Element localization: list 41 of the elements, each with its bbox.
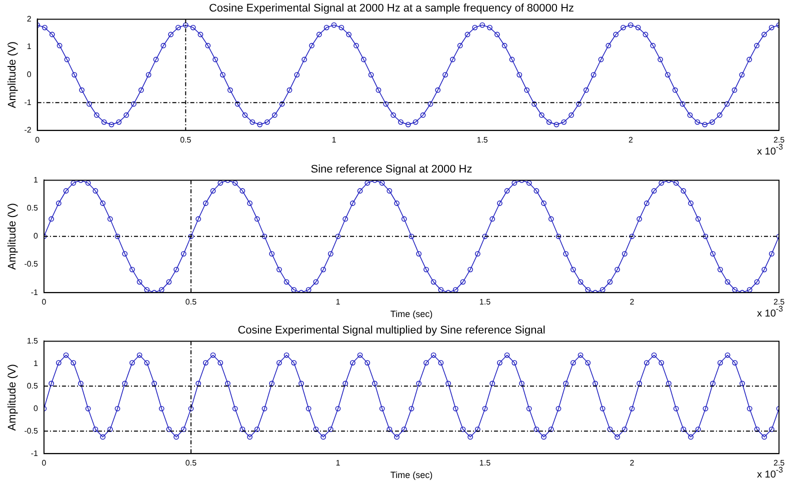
x-tick-label: 2.5 xyxy=(773,135,786,144)
x-tick-label: 1.5 xyxy=(476,135,488,144)
y-tick-label: 1 xyxy=(34,175,39,184)
y-tick-label: 0 xyxy=(34,232,39,241)
y-tick-label: 2 xyxy=(26,14,32,24)
y-tick-label: -0.5 xyxy=(24,260,39,269)
y-tick-label: -0.5 xyxy=(24,426,39,436)
x-tick-label: 0.5 xyxy=(180,135,192,144)
y-axis-title: Amplitude (V) xyxy=(6,203,19,270)
chart-title: Cosine Experimental Signal at 2000 Hz at a sample frequency of 80000 Hz xyxy=(208,2,574,15)
x-tick-label: 1.5 xyxy=(479,298,492,307)
x-axis-title: Time (sec) xyxy=(390,470,433,480)
x-tick-label: 2 xyxy=(630,298,635,307)
x-tick-label: 1 xyxy=(336,298,341,307)
chart-title: Cosine Experimental Signal multiplied by Sine reference Signal xyxy=(238,324,546,337)
y-tick-label: -1 xyxy=(30,448,39,458)
x-tick-label: 1.5 xyxy=(479,458,492,468)
x-tick-label: 0 xyxy=(42,298,47,307)
x-axis-title: Time (sec) xyxy=(390,309,433,320)
x-tick-label: 0.5 xyxy=(185,298,198,307)
y-tick-label: 0.5 xyxy=(26,381,39,390)
chart-title: Sine reference Signal at 2000 Hz xyxy=(310,164,472,176)
y-tick-label: 0.5 xyxy=(26,204,39,213)
x-tick-label: 0.5 xyxy=(185,458,198,468)
y-tick-label: -1 xyxy=(30,288,39,297)
x-tick-label: 1 xyxy=(336,458,341,468)
y-tick-label: 0 xyxy=(26,70,32,80)
y-tick-label: 1 xyxy=(26,42,32,52)
x-tick-label: 2 xyxy=(628,135,634,144)
x-tick-label: 2 xyxy=(630,458,635,468)
y-axis-title: Amplitude (V) xyxy=(6,41,19,108)
y-axis-title: Amplitude (V) xyxy=(6,364,19,431)
x-tick-label: 0 xyxy=(42,458,47,468)
x-tick-label: 1 xyxy=(332,135,337,144)
x-tick-label: 2.5 xyxy=(773,458,786,468)
y-tick-label: -2 xyxy=(24,126,32,135)
y-tick-label: -1 xyxy=(24,98,32,107)
y-tick-label: 0 xyxy=(34,404,39,413)
y-tick-label: 1 xyxy=(34,358,39,368)
x-tick-label: 2.5 xyxy=(773,298,786,307)
y-tick-label: 1.5 xyxy=(26,336,39,346)
